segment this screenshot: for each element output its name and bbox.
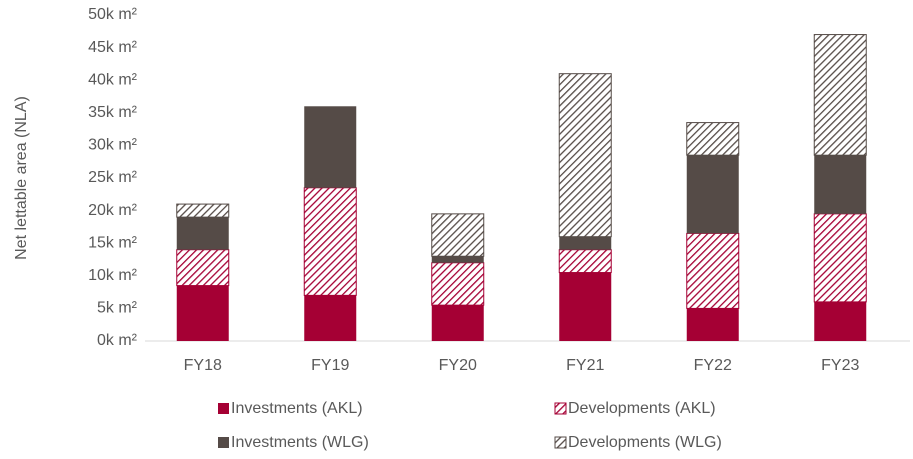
y-tick-label: 10k m² <box>88 267 138 284</box>
bar-segment <box>303 187 357 296</box>
x-tick-label: FY23 <box>821 357 859 374</box>
y-tick-label: 25k m² <box>88 169 138 186</box>
y-tick-label: 50k m² <box>88 6 138 23</box>
y-tick-label: 35k m² <box>88 104 138 121</box>
bar-segment <box>686 155 739 234</box>
y-tick-label: 30k m² <box>88 137 138 154</box>
bar-segment <box>814 301 867 341</box>
legend-label: Developments (AKL) <box>568 400 716 417</box>
legend-swatch <box>218 437 229 448</box>
bar-segment <box>813 34 867 156</box>
bar-segment <box>686 308 739 341</box>
bar-segment <box>176 217 229 250</box>
y-axis-title: Net lettable area (NLA) <box>13 96 30 260</box>
bar-segment <box>686 232 740 309</box>
x-tick-label: FY18 <box>184 357 222 374</box>
bar-segment <box>814 155 867 214</box>
bar-segment <box>431 305 484 341</box>
legend-swatch <box>554 402 567 415</box>
bar-segment <box>176 203 230 218</box>
bar-segment <box>686 122 740 156</box>
bar-segment <box>431 213 485 257</box>
bar-segment <box>304 295 357 341</box>
bar-segment <box>559 272 612 341</box>
bar-segment <box>431 262 485 306</box>
x-tick-label: FY19 <box>311 357 349 374</box>
y-tick-label: 0k m² <box>97 332 138 349</box>
bar-segment <box>176 285 229 341</box>
y-tick-label: 20k m² <box>88 202 138 219</box>
legend-label: Investments (WLG) <box>231 434 369 451</box>
bar-segment <box>176 249 230 287</box>
legend-swatch <box>218 403 229 414</box>
y-tick-label: 5k m² <box>97 300 138 317</box>
legend-label: Investments (AKL) <box>231 400 363 417</box>
bar-segment <box>813 213 867 303</box>
bar-segment <box>558 73 612 238</box>
y-tick-label: 15k m² <box>88 234 138 251</box>
x-tick-label: FY20 <box>439 357 477 374</box>
x-tick-label: FY21 <box>566 357 604 374</box>
bar-segment <box>304 106 357 188</box>
legend-label: Developments (WLG) <box>568 434 722 451</box>
x-tick-label: FY22 <box>694 357 732 374</box>
bar-segment <box>558 249 612 274</box>
y-tick-label: 40k m² <box>88 71 138 88</box>
bar-segment <box>559 236 612 250</box>
legend-swatch <box>554 436 567 449</box>
y-tick-label: 45k m² <box>88 39 138 56</box>
bar-segment <box>431 256 484 263</box>
